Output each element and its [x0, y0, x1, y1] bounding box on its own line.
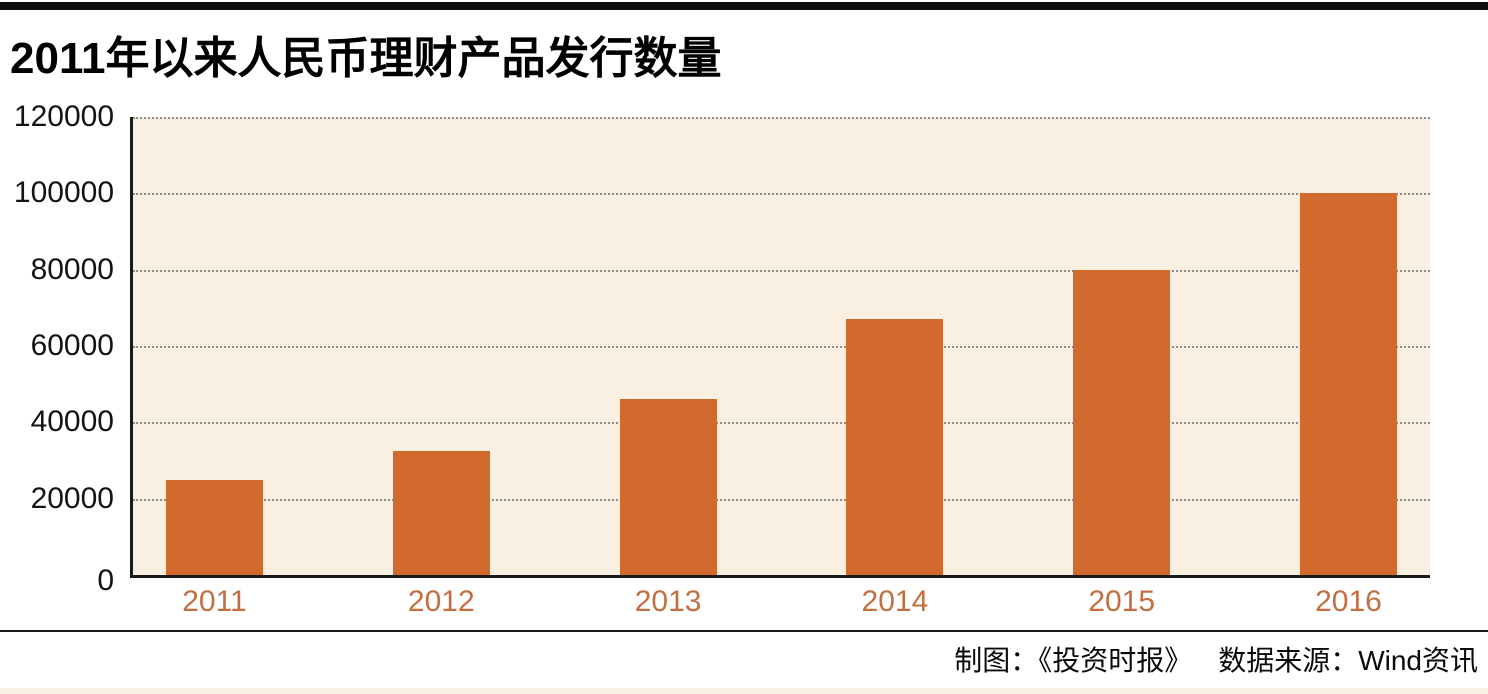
gridline-100000 [133, 193, 1430, 196]
plot-area [133, 117, 1430, 575]
y-tick-label-0: 0 [97, 564, 114, 597]
gridline-40000 [133, 422, 1430, 425]
bar-2015 [1073, 269, 1171, 575]
y-tick-label-100000: 100000 [13, 176, 114, 210]
x-tick-label-2012: 2012 [407, 585, 475, 618]
x-tick-label-2015: 2015 [1088, 585, 1156, 618]
footer-separator-line [0, 630, 1488, 632]
y-tick-label-60000: 60000 [30, 329, 114, 362]
bar-2012 [392, 450, 490, 575]
gridline-120000 [133, 117, 1430, 119]
bottom-accent-strip [0, 688, 1488, 694]
footer: 制图：《投资时报》 数据来源：Wind资讯 [954, 639, 1478, 679]
x-axis-labels: 2011 2012 2013 2014 2015 2016 [133, 584, 1430, 620]
y-tick-label-80000: 80000 [30, 252, 114, 286]
data-source: 数据来源：Wind资讯 [1218, 645, 1478, 676]
chart-credit: 制图：《投资时报》 [954, 645, 1193, 676]
gridline-80000 [133, 269, 1430, 272]
x-tick-label-2013: 2013 [634, 585, 702, 618]
bars-layer [133, 117, 1430, 575]
x-tick-label-2016: 2016 [1315, 585, 1382, 618]
bar-2014 [846, 319, 944, 575]
bar-2011 [166, 479, 263, 575]
x-tick-label-2014: 2014 [861, 585, 929, 618]
page-title: 2011年以来人民币理财产品发行数量 [10, 34, 722, 83]
bar-2013 [619, 399, 717, 575]
gridline-20000 [133, 498, 1430, 501]
top-accent-bar [0, 2, 1488, 10]
y-axis-line [130, 117, 133, 577]
gridline-60000 [133, 346, 1430, 348]
bar-2016 [1299, 193, 1397, 575]
x-tick-label-2011: 2011 [182, 585, 247, 618]
y-tick-label-120000: 120000 [13, 100, 114, 133]
x-axis-line [130, 575, 1430, 578]
y-tick-label-40000: 40000 [30, 405, 114, 439]
y-tick-label-20000: 20000 [30, 481, 114, 515]
